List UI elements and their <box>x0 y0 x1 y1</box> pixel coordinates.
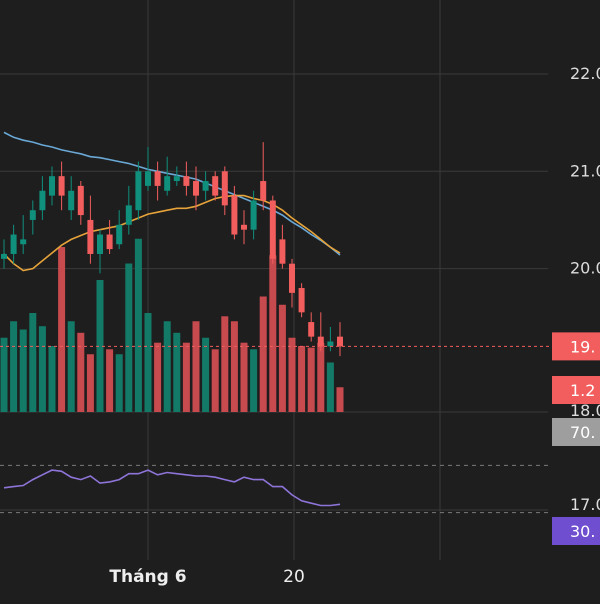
candle-body <box>49 176 55 196</box>
candle-body <box>298 288 305 313</box>
rsi-line <box>3 469 341 507</box>
price-badge-bg <box>552 332 600 361</box>
volume-bar <box>58 247 66 412</box>
volume-bar <box>250 349 258 412</box>
volume-badge-bg <box>552 376 600 404</box>
candle-body <box>337 336 343 347</box>
price-badge-text: 19. <box>570 337 595 356</box>
volume-bar <box>173 332 181 412</box>
candle-body <box>68 190 75 211</box>
candle-body <box>87 219 94 254</box>
candle-body <box>39 190 46 211</box>
candle-body <box>97 234 103 254</box>
candle-body <box>20 239 27 245</box>
volume-bar <box>0 337 8 412</box>
candle-body <box>29 210 36 220</box>
candle-body <box>193 181 199 196</box>
volume-bar <box>182 342 190 412</box>
volume-bar <box>106 349 114 412</box>
candle-body <box>77 185 84 216</box>
candle-body <box>10 234 17 254</box>
volume-bar <box>163 321 171 412</box>
volume-bar <box>10 321 18 412</box>
candle-body <box>269 200 276 259</box>
volume-bar <box>134 238 142 412</box>
volume-bar <box>192 321 200 412</box>
volume-bar <box>269 255 277 412</box>
volume-badge-text: 1.2 <box>570 381 595 400</box>
volume-bar <box>278 304 286 412</box>
volume-bar <box>144 313 152 412</box>
volume-bar <box>336 387 344 412</box>
candle-body <box>125 205 132 225</box>
volume-bar <box>298 346 306 412</box>
volume-bar <box>326 362 334 412</box>
candle-body <box>317 336 324 347</box>
candle-body <box>260 181 267 201</box>
volume-bar <box>67 321 75 412</box>
price-tick-label: 22.0 <box>570 64 600 83</box>
candle-body <box>154 171 161 186</box>
candle-body <box>202 181 209 191</box>
price-tick-label: 17.0 <box>570 495 600 514</box>
candle-body <box>106 234 113 250</box>
price-tick-label: 20.0 <box>570 259 600 278</box>
volume-bar <box>19 329 27 412</box>
volume-tick-label: 18.0 <box>570 401 600 420</box>
rsi-upper-badge-text: 70. <box>570 423 595 442</box>
volume-bar <box>115 354 123 412</box>
volume-bar <box>202 337 210 412</box>
candle-body <box>116 224 123 245</box>
candle-body <box>231 195 238 235</box>
candle-body <box>1 253 7 259</box>
price-tick-label: 21.0 <box>570 161 600 180</box>
candle-body <box>289 263 295 293</box>
rsi-upper-badge-bg <box>552 418 600 446</box>
volume-bar <box>259 296 267 412</box>
volume-bar <box>154 342 162 412</box>
volume-bar <box>77 332 85 412</box>
ma-slow-line <box>3 131 341 256</box>
volume-bar <box>221 316 229 412</box>
ma-fast-line <box>3 194 341 272</box>
candle-body <box>164 176 171 191</box>
candle-body <box>279 239 286 264</box>
candle-body <box>183 176 190 186</box>
candle-body <box>221 171 228 206</box>
volume-bar <box>230 321 238 412</box>
candle-body <box>173 176 180 182</box>
x-tick-label: 20 <box>283 567 305 587</box>
candle-body <box>327 341 334 347</box>
volume-bar <box>240 342 248 412</box>
volume-bar <box>317 342 325 412</box>
volume-bar <box>96 280 104 412</box>
volume-bar <box>38 326 46 412</box>
x-tick-label: Tháng 6 <box>109 567 186 587</box>
candle-body <box>250 200 257 230</box>
volume-bar <box>29 313 37 412</box>
candle-body <box>145 171 151 186</box>
candle-body <box>241 224 247 230</box>
volume-bar <box>86 354 94 412</box>
volume-bar <box>211 349 219 412</box>
rsi-lower-badge-text: 30. <box>570 522 595 541</box>
volume-bar <box>307 347 315 412</box>
candle-body <box>58 176 65 196</box>
volume-bar <box>125 263 133 412</box>
rsi-lower-badge-bg <box>552 517 600 545</box>
volume-bar <box>48 346 56 412</box>
candle-body <box>308 322 315 337</box>
candle-body <box>135 171 142 211</box>
volume-bar <box>288 337 296 412</box>
candle-body <box>212 176 219 196</box>
